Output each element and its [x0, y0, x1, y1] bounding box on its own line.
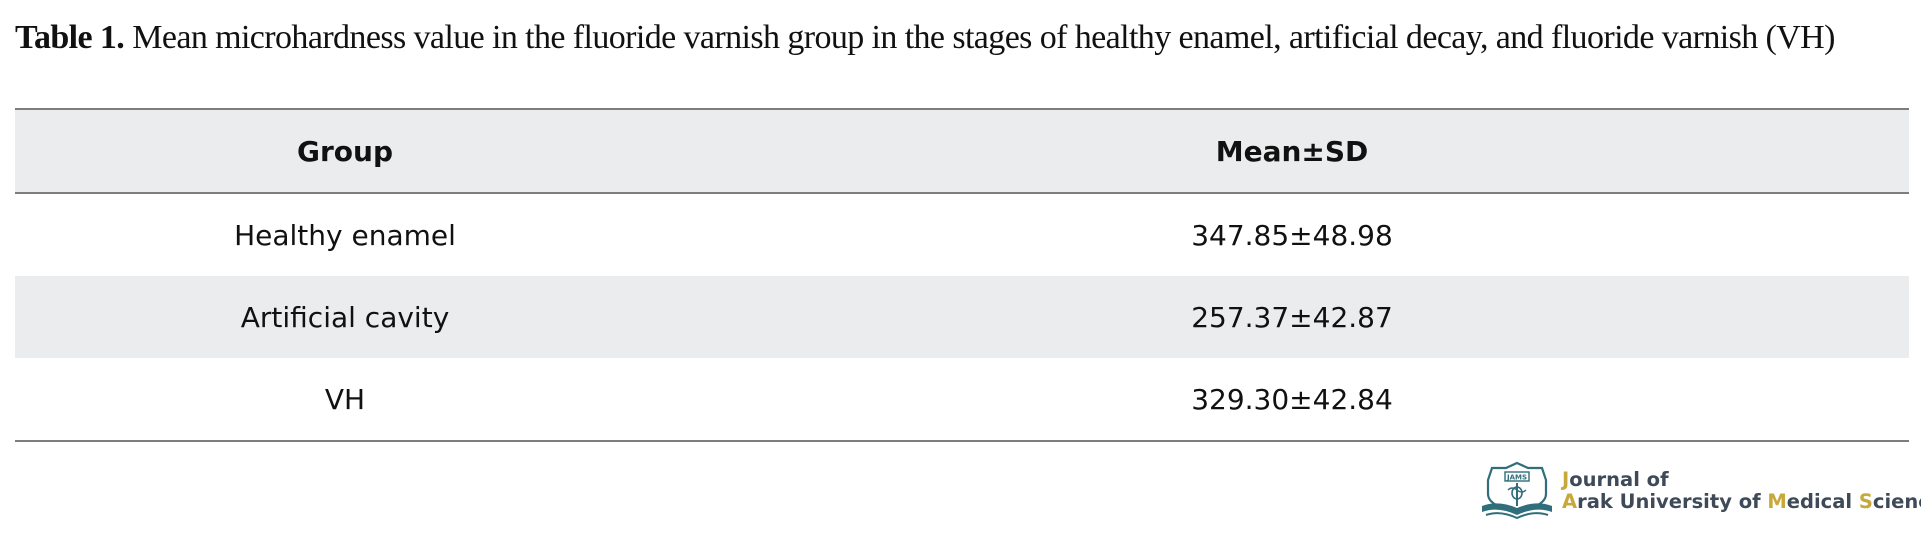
table-row: Healthy enamel 347.85±48.98 [15, 193, 1909, 276]
table-caption-label: Table 1. [15, 19, 125, 56]
journal-name: Journal of Arak University of Medical Sc… [1562, 469, 1921, 513]
journal-name-medical: edical [1786, 490, 1859, 513]
journal-initial-m: M [1767, 490, 1787, 513]
header-group: Group [15, 108, 675, 194]
journal-name-line-1: Journal of [1562, 469, 1921, 491]
table-row: VH 329.30±42.84 [15, 358, 1909, 442]
table-caption-text: Mean microhardness value in the fluoride… [132, 19, 1835, 56]
table-header-row: Group Mean±SD [15, 108, 1909, 194]
data-table: Group Mean±SD Healthy enamel 347.85±48.9… [15, 108, 1909, 442]
journal-name-line-1-rest: ournal of [1569, 468, 1669, 491]
row-group-cell: VH [15, 358, 675, 442]
row-group-cell: Artificial cavity [240, 300, 450, 334]
journal-initial-a: A [1562, 490, 1578, 513]
table-caption: Table 1. Mean microhardness value in the … [15, 12, 1910, 64]
row-mean-sd-cell: 329.30±42.84 [675, 358, 1909, 442]
journal-initial-s: S [1858, 490, 1873, 513]
table-row: Artificial cavity 257.37±42.87 [15, 276, 1909, 358]
row-mean-sd-cell: 257.37±42.87 [1191, 300, 1393, 334]
journal-logo: JAMS Journal of Arak University of Medic… [1478, 460, 1921, 522]
emblem-text: JAMS [1506, 474, 1527, 482]
journal-name-sciences: ciences [1872, 490, 1921, 513]
journal-initial-j: J [1562, 468, 1570, 491]
journal-name-arak: rak University of [1577, 490, 1768, 513]
journal-emblem-icon: JAMS [1482, 461, 1552, 520]
row-mean-sd-cell: 347.85±48.98 [1191, 218, 1393, 252]
row-group-cell: Healthy enamel [234, 218, 456, 252]
header-mean-sd: Mean±SD [675, 108, 1909, 194]
journal-name-line-2: Arak University of Medical Sciences [1562, 491, 1921, 513]
